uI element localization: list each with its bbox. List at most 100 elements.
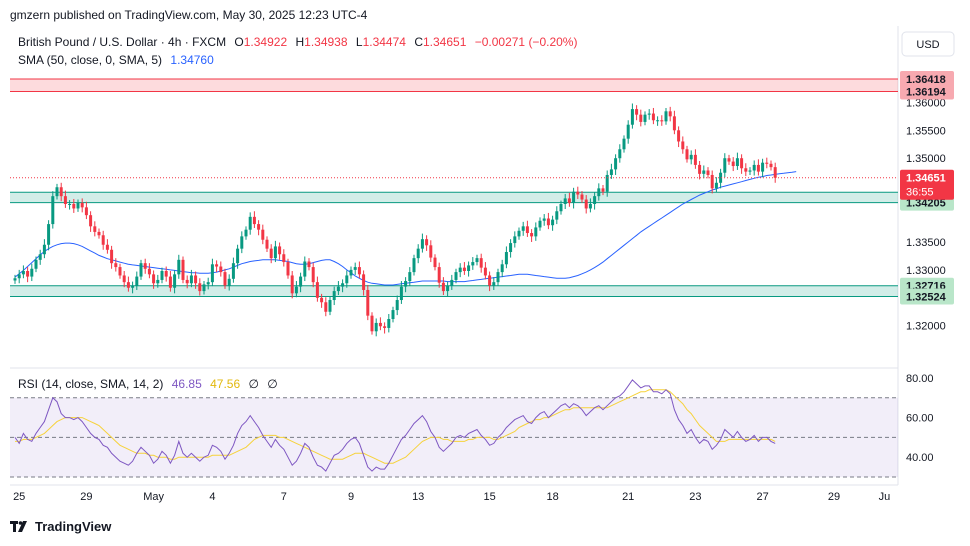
candle-body xyxy=(164,270,168,277)
candle xyxy=(395,295,399,316)
candle xyxy=(202,281,206,295)
candle xyxy=(383,322,387,334)
candle-body xyxy=(42,244,46,255)
candle xyxy=(156,274,160,288)
candle-body xyxy=(97,231,101,236)
candle xyxy=(185,275,189,289)
candle-body xyxy=(551,219,555,226)
candle xyxy=(404,277,408,293)
candle xyxy=(223,268,227,289)
candle-body xyxy=(101,235,105,245)
candles xyxy=(13,103,777,337)
price-label-text: 1.36418 xyxy=(906,74,946,86)
candle xyxy=(147,263,151,279)
currency-label[interactable]: USD xyxy=(916,39,939,51)
candle-body xyxy=(374,322,378,332)
candle xyxy=(378,317,382,331)
price-label-text: 1.32524 xyxy=(906,291,947,303)
candle-body xyxy=(542,218,546,221)
candle xyxy=(462,262,466,275)
candle-body xyxy=(668,111,672,117)
candle xyxy=(504,246,508,269)
candle-body xyxy=(471,262,475,266)
candle xyxy=(131,281,135,294)
candle xyxy=(454,268,458,284)
candle-body xyxy=(156,279,160,284)
candle xyxy=(685,145,689,163)
open-label: O xyxy=(234,35,243,49)
candle xyxy=(198,278,202,296)
candle-body xyxy=(626,124,630,139)
candle xyxy=(467,261,471,277)
candle-body xyxy=(47,224,51,245)
price-tick-label: 1.35500 xyxy=(906,125,946,137)
candle xyxy=(97,228,101,239)
candle-body xyxy=(773,167,777,178)
candle-body xyxy=(605,174,609,192)
candle xyxy=(546,212,550,230)
candle xyxy=(534,222,538,241)
candle xyxy=(227,274,231,291)
candle xyxy=(425,235,429,251)
candle-body xyxy=(320,297,324,303)
candle-body xyxy=(84,207,88,216)
candle xyxy=(303,256,307,282)
time-tick-label: 9 xyxy=(348,491,354,503)
candle xyxy=(248,212,252,235)
rsi-legend[interactable]: RSI (14, close, SMA, 14, 2) 46.85 47.56 … xyxy=(18,377,278,391)
price-tick-label: 1.33500 xyxy=(906,237,946,249)
rsi-legend-extra-2: ∅ xyxy=(267,377,277,391)
candle-body xyxy=(391,310,395,320)
candle xyxy=(307,258,311,271)
candle xyxy=(349,266,353,279)
footer[interactable]: TradingView xyxy=(10,519,111,534)
candle-body xyxy=(609,169,613,175)
candle-body xyxy=(706,170,710,175)
candle-body xyxy=(30,268,34,277)
candle-body xyxy=(689,154,693,160)
candle xyxy=(101,230,105,250)
currency-button[interactable]: USD xyxy=(901,31,955,57)
candle xyxy=(597,183,601,201)
price-label-text: 1.36194 xyxy=(906,87,947,99)
candle xyxy=(328,296,332,316)
time-tick-label: Ju xyxy=(879,491,891,503)
candle-body xyxy=(236,248,240,264)
candle xyxy=(479,253,483,273)
candle-body xyxy=(479,258,483,268)
symbol-legend[interactable]: British Pound / U.S. Dollar · 4h · FXCM … xyxy=(18,35,577,67)
candle-body xyxy=(194,275,198,284)
high-value: 1.34938 xyxy=(304,35,348,49)
candle xyxy=(122,270,126,288)
candle-body xyxy=(630,109,634,125)
candle-body xyxy=(143,263,147,269)
candle-body xyxy=(336,286,340,292)
price-chart[interactable]: 1.36000 1.35500 1.35000 1.33500 1.33000 1.320… xyxy=(0,26,970,514)
candle xyxy=(357,261,361,279)
candle xyxy=(437,262,441,288)
time-axis-ticks: 25 29 May 4 7 9 13 15 18 21 23 27 29 Ju xyxy=(13,491,890,503)
price-tick-label: 1.36000 xyxy=(906,97,946,109)
candle xyxy=(261,224,265,245)
candle-body xyxy=(286,262,290,276)
candle-body xyxy=(189,275,193,284)
candle-body xyxy=(395,300,399,311)
candle xyxy=(714,177,718,193)
candle xyxy=(509,239,513,258)
candle-body xyxy=(357,267,361,275)
candle-body xyxy=(177,259,181,275)
rsi-legend-value: 46.85 xyxy=(172,377,202,391)
candle xyxy=(693,149,697,169)
footer-brand[interactable]: TradingView xyxy=(35,519,112,534)
candle xyxy=(341,279,345,293)
candle-body xyxy=(383,326,387,328)
candle-body xyxy=(660,120,664,122)
time-tick-label: 29 xyxy=(80,491,92,503)
candle-body xyxy=(769,163,773,168)
candle-body xyxy=(315,282,319,298)
candle-body xyxy=(420,239,424,249)
candle-body xyxy=(580,194,584,200)
rsi-tick-label: 60.00 xyxy=(906,413,934,425)
candle-body xyxy=(366,289,370,316)
candle xyxy=(433,254,437,271)
